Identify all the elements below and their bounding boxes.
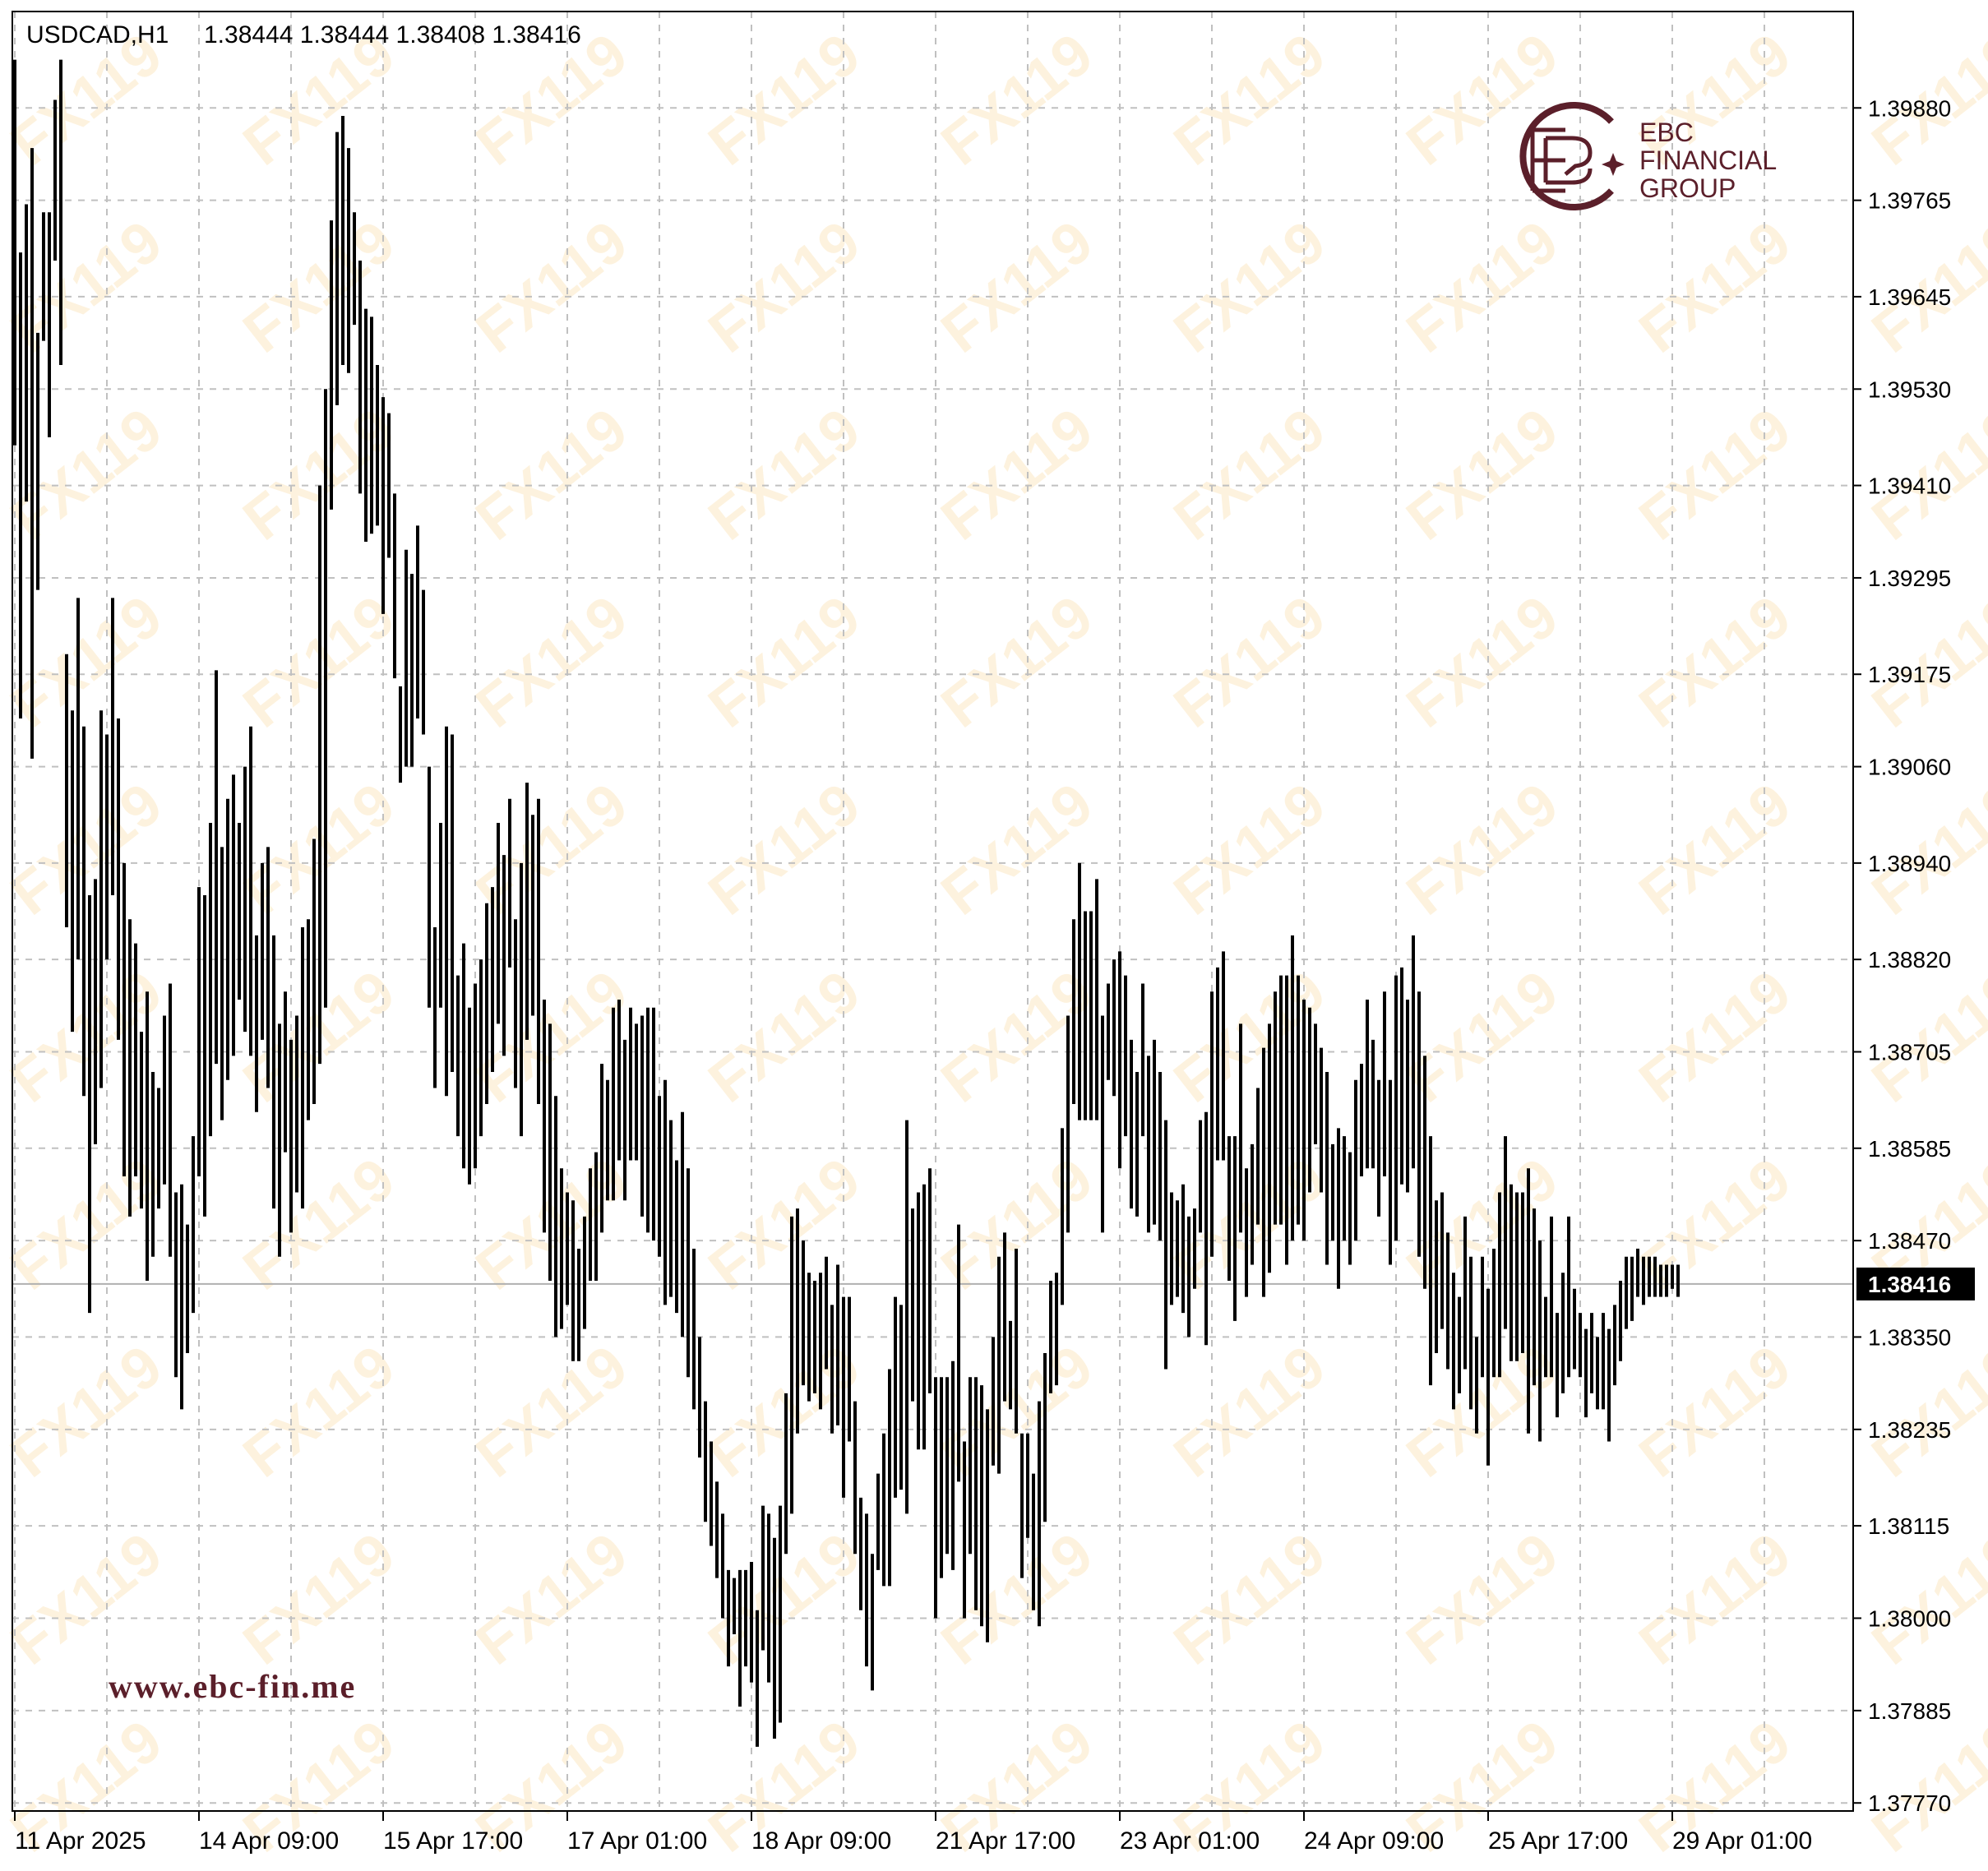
website-url[interactable]: www.ebc-fin.me — [109, 1668, 356, 1705]
y-tick-label: 1.38235 — [1868, 1417, 1951, 1443]
x-tick-label: 25 Apr 17:00 — [1488, 1827, 1628, 1855]
y-tick-label: 1.38940 — [1868, 851, 1951, 876]
symbol-label: USDCAD,H1 — [26, 21, 169, 49]
y-tick-label: 1.38705 — [1868, 1040, 1951, 1065]
y-tick-label: 1.39530 — [1868, 377, 1951, 402]
x-tick-label: 14 Apr 09:00 — [199, 1827, 339, 1855]
x-tick-label: 11 Apr 2025 — [15, 1827, 146, 1855]
y-tick-label: 1.38000 — [1868, 1605, 1951, 1631]
y-tick-label: 1.38470 — [1868, 1228, 1951, 1254]
y-tick-label: 1.39060 — [1868, 755, 1951, 780]
ohlc-readout: 1.38444 1.38444 1.38408 1.38416 — [204, 21, 581, 49]
x-tick-label: 15 Apr 17:00 — [383, 1827, 523, 1855]
y-tick-label: 1.39175 — [1868, 662, 1951, 687]
x-tick-label: 24 Apr 09:00 — [1304, 1827, 1444, 1855]
y-tick-label: 1.39880 — [1868, 95, 1951, 121]
logo-line-2: FINANCIAL — [1639, 146, 1777, 175]
bars-layer — [13, 59, 1680, 1747]
logo-line-3: GROUP — [1639, 173, 1736, 203]
x-tick-label: 17 Apr 01:00 — [567, 1827, 707, 1855]
x-tick-label: 18 Apr 09:00 — [751, 1827, 891, 1855]
axis-layer: 1.39880 1.39765 1.39645 1.39530 1.39410 1.392… — [14, 95, 1951, 1855]
last-price-tag — [1856, 1267, 1975, 1300]
y-tick-label: 1.37885 — [1868, 1698, 1951, 1724]
x-tick-label: 29 Apr 01:00 — [1672, 1827, 1812, 1855]
y-tick-label: 1.39295 — [1868, 566, 1951, 591]
y-tick-label: 1.39410 — [1868, 474, 1951, 499]
logo-ring-icon — [1519, 102, 1614, 210]
logo-line-1: EBC — [1639, 118, 1694, 147]
y-tick-label: 1.38115 — [1868, 1513, 1949, 1539]
y-tick-label: 1.38350 — [1868, 1324, 1951, 1350]
logo-monogram-icon — [1530, 127, 1593, 193]
ebc-logo: EBC FINANCIAL GROUP — [1519, 102, 1777, 210]
last-price-label: 1.38416 — [1868, 1272, 1951, 1297]
y-tick-label: 1.39645 — [1868, 284, 1951, 310]
logo-sparkle-icon — [1602, 153, 1625, 176]
x-tick-label: 23 Apr 01:00 — [1120, 1827, 1260, 1855]
x-tick-label: 21 Apr 17:00 — [936, 1827, 1075, 1855]
y-tick-label: 1.38820 — [1868, 947, 1951, 972]
y-tick-label: 1.37770 — [1868, 1790, 1951, 1816]
y-tick-label: 1.39765 — [1868, 188, 1951, 214]
plot-frame — [12, 11, 1854, 1812]
y-tick-label: 1.38585 — [1868, 1136, 1951, 1162]
